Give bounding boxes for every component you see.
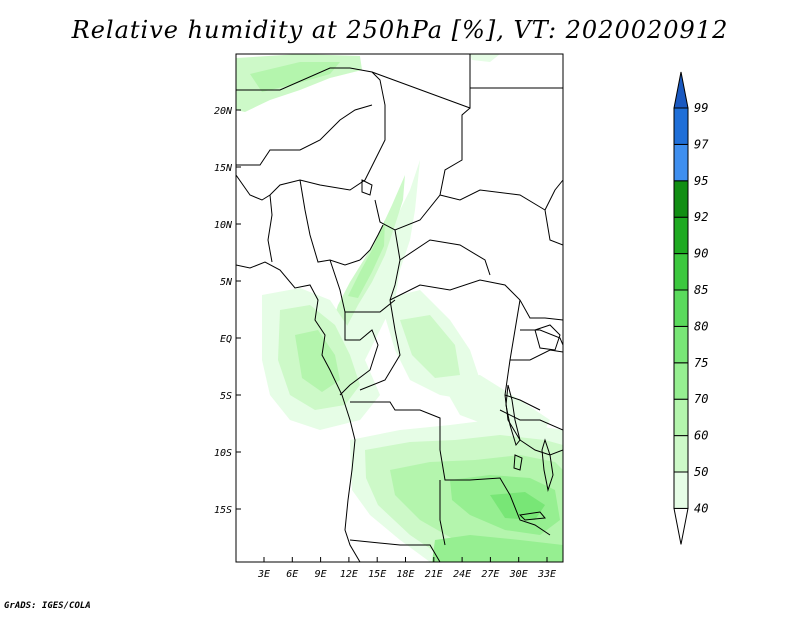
colorbar-segment [673,362,689,400]
lon-tick-label: 33E [537,569,556,580]
chart-title: Relative humidity at 250hPa [%], VT: 202… [71,16,729,44]
colorbar-segment [673,471,689,509]
colorbar-label: 70 [694,392,708,406]
latitude-axis: 20N 15N 10N 5N EQ 5S 10S 15S [214,106,241,516]
longitude-axis: 3E 6E 9E 12E 15E 18E 21E 24E 27E 30E 33E [257,557,556,580]
lat-tick-label: 5S [220,391,232,402]
lon-tick-label: 24E [453,569,471,580]
lon-tick-label: 6E [286,569,298,580]
lon-tick-label: 3E [257,569,270,580]
colorbar-lower-arrow [673,507,689,545]
colorbar-segment [673,325,689,364]
colorbar-segment [673,398,689,437]
lat-tick-label: 20N [214,106,233,117]
map-frame [235,53,564,563]
colorbar-label: 60 [694,429,708,443]
colorbar: 40 50 60 70 75 80 85 90 92 95 97 99 [673,71,709,545]
country-borders [236,54,563,562]
lat-tick-label: 10N [214,220,233,231]
colorbar-segment [673,253,689,291]
lon-tick-label: 30E [509,569,528,580]
lon-tick-label: 21E [425,569,443,580]
lon-tick-label: 9E [315,569,327,580]
colorbar-segment [673,143,689,182]
lake-mweru [513,454,523,471]
lon-tick-label: 27E [481,569,499,580]
lon-tick-label: 15E [368,569,386,580]
lake-malawi [541,438,554,492]
lakes [361,179,561,521]
humidity-shading [236,54,563,562]
lat-tick-label: 15S [214,505,232,516]
lake-chad [361,179,373,196]
colorbar-segment [673,435,689,473]
colorbar-upper-arrow [673,71,689,109]
colorbar-segment [673,216,689,255]
colorbar-label: 85 [694,283,708,297]
lake-victoria [534,324,561,351]
lake-tanganyika [505,384,521,447]
colorbar-segment [673,289,689,327]
lat-tick-label: EQ [220,334,232,345]
colorbar-label: 40 [694,501,708,515]
colorbar-label: 50 [694,465,708,479]
colorbar-label: 75 [694,356,708,370]
lon-tick-label: 18E [396,569,414,580]
lat-tick-label: 15N [214,163,233,174]
colorbar-label: 90 [694,247,708,261]
colorbar-label: 99 [694,101,708,115]
grads-credit: GrADS: IGES/COLA [4,601,91,611]
colorbar-label: 97 [694,137,709,151]
lon-tick-label: 12E [340,569,358,580]
lake-kariba [518,511,546,521]
colorbar-label: 95 [694,174,708,188]
lat-tick-label: 5N [220,277,233,288]
colorbar-label: 92 [694,210,708,224]
colorbar-label: 80 [694,319,708,333]
colorbar-segment [673,180,689,218]
lat-tick-label: 10S [214,448,232,459]
colorbar-segment [673,107,689,145]
